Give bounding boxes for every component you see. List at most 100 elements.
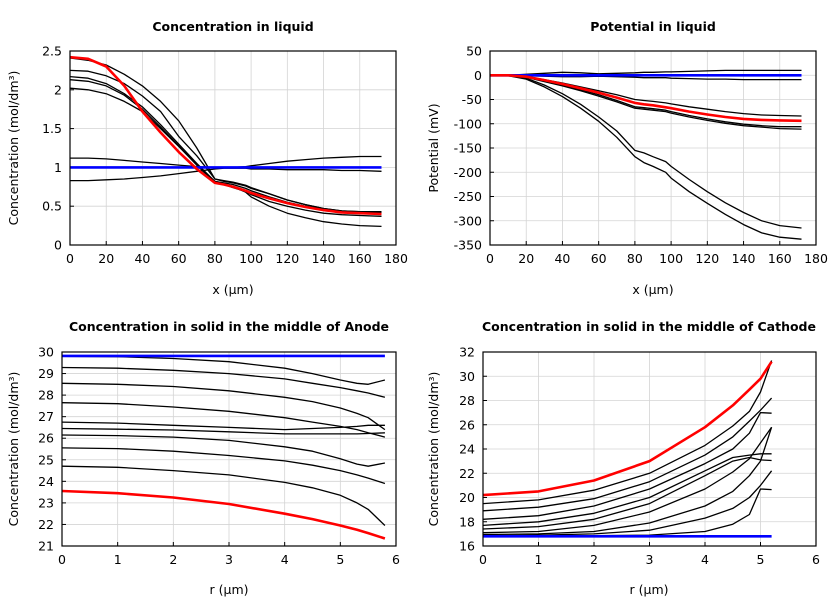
y-axis-label: Concentration (mol/dm³) [6,372,21,527]
y-tick-label: -150 [454,141,482,156]
x-tick-label: 6 [392,552,400,567]
y-tick-label: -300 [454,213,482,228]
series-line-5 [482,456,772,530]
plot-liquid-potential: Potential in liquid x (µm) Potential (mV… [426,19,828,297]
x-tick-label: 0 [58,552,66,567]
plot-anode-solid-concentration: Concentration in solid in the middle of … [6,319,400,597]
x-tick-label: 60 [591,251,607,266]
series-line-4 [61,402,386,438]
y-tick-label: 16 [459,539,475,554]
x-tick-label: 140 [732,251,756,266]
series-line-red [490,74,802,123]
x-tick-label: 100 [659,251,683,266]
y-tick-label: 22 [459,466,475,481]
y-tick-label: -50 [462,92,482,107]
y-tick-label: 25 [38,452,54,467]
y-tick-label: 30 [38,345,54,360]
y-tick-label: 23 [38,495,54,510]
series-line-1 [482,360,773,505]
x-tick-label: 0 [66,251,74,266]
y-tick-label: 1.5 [42,121,62,136]
series-line-1 [490,69,802,76]
series-line-7 [70,167,382,182]
y-axis-label: Potential (mV) [426,103,441,192]
chart-title: Potential in liquid [590,19,716,34]
x-tick-label: 60 [171,251,187,266]
series-line-8 [482,470,773,537]
x-tick-label: 3 [646,552,654,567]
y-tick-label: 2.5 [42,44,62,59]
y-tick-label: 28 [38,388,54,403]
series-line-9 [61,465,386,526]
series-line-2 [482,397,773,512]
series-line-2 [61,366,386,398]
x-tick-label: 4 [701,552,709,567]
axes-frame [61,351,397,547]
chart-title: Concentration in solid in the middle of … [69,319,389,334]
y-tick-label: 0.5 [42,199,62,214]
series-line-8 [61,447,386,485]
y-tick-label: 18 [459,514,475,529]
y-tick-label: -350 [454,238,482,253]
y-tick-label: 24 [38,474,54,489]
series-line-4 [482,453,772,527]
y-tick-label: 21 [38,539,54,554]
x-tick-label: 120 [695,251,719,266]
x-tick-label: 160 [348,251,372,266]
y-tick-label: 26 [459,417,475,432]
plot-cathode-solid-concentration: Concentration in solid in the middle of … [426,319,820,597]
x-axis-label: x (µm) [632,282,673,297]
x-tick-label: 5 [757,552,765,567]
series-line-3 [69,75,382,228]
x-tick-label: 80 [627,251,643,266]
series-line-red [61,489,386,540]
series-line-7 [61,434,386,467]
y-axis-label: Concentration (mol/dm³) [426,372,441,527]
y-tick-label: 20 [459,490,475,505]
axes-frame [69,50,397,246]
y-tick-label: 26 [38,431,54,446]
series-line-red [482,360,773,497]
x-tick-label: 3 [225,552,233,567]
series-line-3 [482,411,772,520]
series-line-6 [490,74,802,229]
series-line-red [69,55,382,216]
chart-title: Concentration in liquid [152,19,313,34]
series-line-4 [69,79,382,217]
y-tick-label: 0 [54,238,62,253]
x-tick-label: 6 [812,552,820,567]
x-tick-label: 0 [486,251,494,266]
y-tick-label: -250 [454,189,482,204]
series-line-5 [490,74,802,130]
y-tick-label: -200 [454,165,482,180]
series-line-5 [61,421,385,431]
y-tick-label: 1 [54,160,62,175]
series-line-6 [61,427,385,435]
series-line-3 [61,382,386,431]
y-tick-label: 27 [38,409,54,424]
y-tick-label: 24 [459,442,475,457]
x-tick-label: 160 [768,251,792,266]
x-tick-label: 4 [281,552,289,567]
chart-title: Concentration in solid in the middle of … [482,319,816,334]
series-line-1 [61,355,386,385]
series-line-7 [489,74,802,240]
y-tick-label: 30 [459,369,475,384]
x-tick-label: 20 [98,251,114,266]
x-tick-label: 100 [239,251,263,266]
y-tick-label: 29 [38,366,54,381]
x-tick-label: 0 [479,552,487,567]
y-tick-label: 28 [459,393,475,408]
y-tick-label: 22 [38,517,54,532]
x-tick-label: 180 [384,251,408,266]
plot-liquid-concentration: Concentration in liquid x (µm) Concentra… [6,19,408,297]
series-line-2 [69,69,382,213]
x-tick-label: 2 [590,552,598,567]
y-tick-label: -100 [454,116,482,131]
x-axis-label: x (µm) [212,282,253,297]
y-tick-label: 2 [54,82,62,97]
series-line-6 [482,426,773,534]
x-tick-label: 40 [134,251,150,266]
y-tick-label: 50 [466,44,482,59]
x-tick-label: 80 [207,251,223,266]
